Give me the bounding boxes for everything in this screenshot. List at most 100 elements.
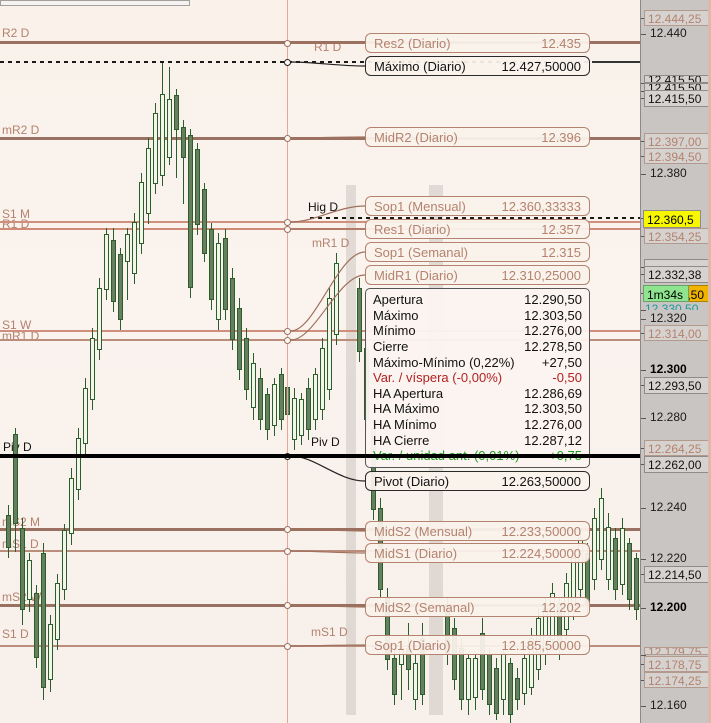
tooltip-label: HA Máximo — [373, 401, 440, 417]
level-value: 12.202 — [541, 599, 581, 615]
level-label: Sop1 (Semanal) — [374, 244, 468, 260]
price-axis[interactable]: 12.444,25 12.440 12.415,50 12.415,50 12.415,… — [640, 0, 711, 723]
tooltip-row: Mínimo 12.276,00 — [373, 323, 582, 339]
tooltip-value: 12.303,50 — [524, 401, 582, 417]
line-hover-marker — [284, 328, 291, 335]
axis-label: 12.264,25 — [644, 440, 709, 456]
level-label-box[interactable]: Pivot (Diario) 12.263,50000 — [365, 471, 590, 491]
axis-tick — [641, 18, 646, 19]
candle-body — [627, 543, 632, 600]
candle-body — [209, 229, 214, 300]
level-label-box[interactable]: Res2 (Diario) 12.435 — [365, 33, 590, 53]
candle-body — [90, 338, 95, 400]
candle-body — [34, 593, 39, 658]
candle-body — [83, 388, 88, 444]
axis-label: 12.262,00 — [644, 456, 709, 473]
tooltip-row: HA Mínimo 12.276,00 — [373, 417, 582, 433]
candle-body — [146, 148, 151, 214]
candle-body — [494, 668, 499, 714]
level-label: Sop1 (Diario) — [374, 637, 451, 653]
pivot-daily-line — [0, 454, 640, 458]
candle-wick — [127, 228, 128, 300]
level-value: 12.360,33333 — [501, 198, 581, 214]
level-label-box[interactable]: MidS2 (Semanal) 12.202 — [365, 597, 590, 617]
level-value: 12.263,50000 — [501, 473, 581, 489]
level-label-box[interactable]: Sop1 (Mensual) 12.360,33333 — [365, 196, 590, 216]
panel-divider — [708, 0, 711, 723]
level-label-box[interactable]: MidS2 (Mensual) 12.233,50000 — [365, 521, 590, 541]
session-high-marker: 12.360,5 — [643, 210, 701, 228]
candle-body — [279, 374, 284, 420]
axis-label: 12.214,50 — [644, 566, 709, 583]
axis-tick — [641, 664, 646, 665]
tooltip-row: Apertura 12.290,50 — [373, 292, 582, 308]
tooltip-row: Máximo-Mínimo (0,22%) +27,50 — [373, 355, 582, 371]
level-tag-hig-d: Hig D — [308, 200, 339, 214]
level-value: 12.435 — [541, 35, 581, 51]
candle-body — [357, 288, 362, 352]
axis-label: 12.293,50 — [644, 377, 709, 394]
candle-body — [620, 528, 625, 585]
line-hover-marker — [284, 526, 291, 533]
tooltip-label: Máximo — [373, 307, 419, 323]
tooltip-label: HA Mínimo — [373, 417, 437, 433]
tooltip-value: 12.287,12 — [524, 432, 582, 448]
candle-body — [41, 553, 46, 688]
candle-body — [251, 363, 256, 408]
level-label-box[interactable]: MidR1 (Diario) 12.310,25000 — [365, 265, 590, 285]
tooltip-row: Var. / víspera (-0,00%) -0,50 — [373, 370, 582, 386]
candle-body — [62, 530, 67, 590]
axis-tick — [641, 141, 646, 142]
level-label-box[interactable]: Sop1 (Diario) 12.185,50000 — [365, 635, 590, 655]
tooltip-row: Máximo 12.303,50 — [373, 308, 582, 324]
axis-tick — [641, 464, 646, 465]
axis-label: 12.174,25 — [644, 672, 709, 688]
chart-canvas[interactable]: R2 D mR2 D S1 M R1 D S1 W mR1 D Piv D mS2 M mS1 … — [0, 0, 640, 723]
axis-tick — [641, 274, 646, 275]
countdown-box: 1m34s — [643, 285, 689, 302]
axis-label: 12.300 — [650, 362, 687, 376]
candle-body — [111, 240, 116, 302]
tooltip-row: HA Máximo 12.303,50 — [373, 401, 582, 417]
level-label: MidS1 (Diario) — [374, 545, 458, 561]
candle-body — [613, 538, 618, 590]
axis-label: 12.332,38 — [644, 266, 709, 283]
axis-tick — [641, 156, 646, 157]
axis-tick — [641, 83, 646, 84]
candle-body — [13, 434, 18, 524]
candle-body — [592, 518, 597, 580]
axis-label: 12.200 — [650, 600, 687, 614]
candle-body — [487, 654, 492, 705]
axis-tick — [641, 418, 646, 419]
candle-wick — [183, 120, 184, 204]
tooltip-value: 12.290,50 — [524, 292, 582, 307]
axis-label: 12.320 — [650, 311, 687, 325]
axis-tick — [641, 448, 646, 449]
candle-body — [216, 243, 221, 320]
level-label-box[interactable]: Sop1 (Semanal) 12.315 — [365, 242, 590, 262]
axis-tick — [641, 574, 646, 575]
axis-label: 12.354,25 — [644, 228, 709, 244]
axis-tick — [641, 174, 646, 175]
axis-label: 12.444,25 — [644, 10, 709, 26]
tooltip-label: Máximo-Mínimo (0,22%) — [373, 354, 515, 370]
level-label-box[interactable]: MidR2 (Diario) 12.396 — [365, 127, 590, 147]
level-label: Pivot (Diario) — [374, 473, 450, 489]
level-value: 12.315 — [541, 244, 581, 260]
level-label-box[interactable]: Res1 (Diario) 12.357 — [365, 219, 590, 239]
candle-body — [188, 135, 193, 288]
level-label: MidS2 (Mensual) — [374, 523, 473, 539]
candle-body — [459, 648, 464, 700]
candle-tooltip: Apertura 12.290,50 Máximo 12.303,50 Mínimo 12… — [365, 288, 590, 468]
tooltip-value: 12.276,00 — [524, 417, 582, 433]
candle-body — [195, 149, 200, 225]
axis-label: 12.330,50 — [645, 302, 699, 310]
axis-label: 12.394,50 — [644, 148, 709, 164]
level-value: 12.427,50000 — [501, 58, 581, 74]
axis-tick — [641, 370, 646, 371]
level-label-box[interactable]: MidS1 (Diario) 12.224,50000 — [365, 543, 590, 563]
candle-body — [104, 234, 109, 290]
level-label-box[interactable]: Máximo (Diario) 12.427,50000 — [365, 56, 590, 76]
axis-tick — [641, 236, 646, 237]
